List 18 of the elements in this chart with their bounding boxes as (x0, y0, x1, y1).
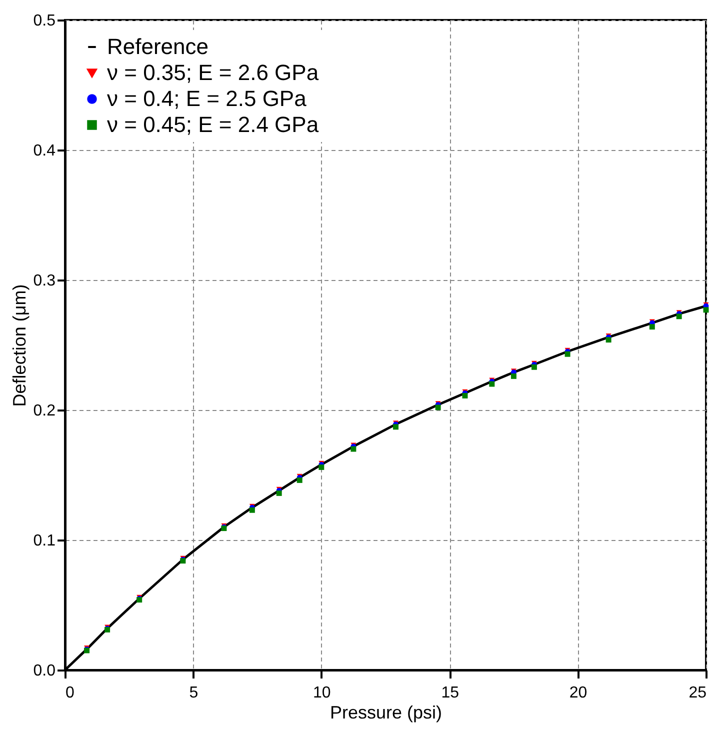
legend-label: ν = 0.45; E = 2.4 GPa (107, 112, 320, 137)
y-axis-title: Deflection (μm) (9, 284, 30, 407)
x-tick-label: 10 (313, 684, 331, 702)
y-tick-label: 0.0 (33, 662, 56, 680)
legend-label: ν = 0.35; E = 2.6 GPa (107, 60, 320, 85)
legend-label: ν = 0.4; E = 2.5 GPa (107, 86, 308, 111)
legend-label: Reference (107, 34, 209, 59)
x-tick-label: 20 (569, 684, 588, 702)
x-tick-label: 5 (189, 684, 198, 702)
x-tick-label: 15 (441, 684, 460, 702)
y-tick-label: 0.3 (33, 272, 56, 290)
x-tick-label: 0 (66, 684, 74, 702)
y-tick-label: 0.5 (33, 12, 56, 30)
x-axis-title: Pressure (psi) (330, 702, 442, 722)
y-tick-label: 0.2 (33, 402, 56, 420)
y-tick-label: 0.1 (33, 532, 56, 550)
y-tick-label: 0.4 (33, 142, 56, 160)
x-tick-label: 25 (688, 684, 707, 702)
